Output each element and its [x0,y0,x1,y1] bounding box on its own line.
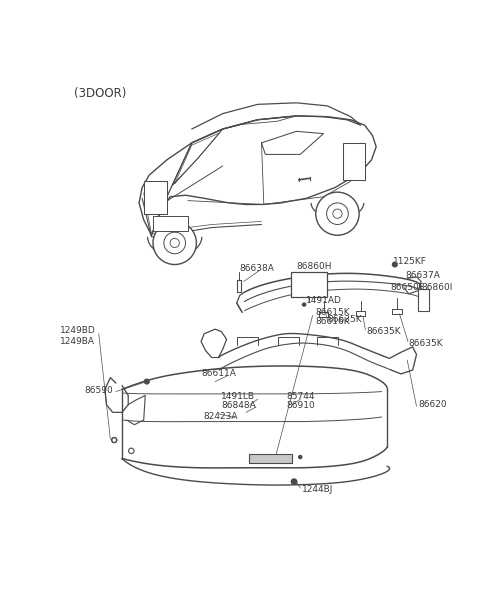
Circle shape [164,232,186,254]
Text: 86860H: 86860H [296,262,332,272]
Circle shape [302,303,306,306]
Text: 1125KF: 1125KF [393,257,427,266]
Polygon shape [105,378,128,413]
Text: 86635K: 86635K [409,338,444,348]
Circle shape [144,379,149,384]
Text: 82423A: 82423A [204,412,238,421]
Bar [343,143,365,180]
Circle shape [129,448,134,454]
Text: 86635K: 86635K [327,316,362,324]
Circle shape [316,192,359,235]
Text: 86590: 86590 [85,386,114,395]
Bar [144,181,167,214]
Bar [249,454,292,463]
Circle shape [333,209,342,218]
Bar [418,289,429,311]
Text: (3DOOR): (3DOOR) [74,88,126,101]
Text: 1249BA: 1249BA [60,337,95,346]
Text: 1491LB: 1491LB [221,392,255,401]
Circle shape [111,438,117,443]
Text: 86635K: 86635K [366,327,401,336]
Circle shape [393,262,397,267]
Text: 1491AD: 1491AD [306,296,342,305]
Bar [291,272,326,297]
Circle shape [153,221,196,265]
Circle shape [299,455,302,459]
Text: 86611A: 86611A [202,370,237,378]
Text: 86638A: 86638A [240,264,275,273]
Bar [153,216,188,232]
Circle shape [112,438,117,443]
Text: 86620: 86620 [418,400,447,409]
Circle shape [170,238,180,248]
Text: 1244BJ: 1244BJ [302,485,333,494]
Text: 86650F: 86650F [390,283,424,292]
Text: 86848A: 86848A [221,401,256,410]
Circle shape [291,479,297,484]
Text: 1249BD: 1249BD [60,326,96,335]
Circle shape [145,379,149,384]
Text: 86910: 86910 [286,401,315,410]
Text: 86860I: 86860I [421,283,453,292]
Text: 86615K: 86615K [316,308,350,317]
Polygon shape [389,347,417,374]
Text: 85744: 85744 [286,392,315,401]
Circle shape [326,203,348,224]
Text: 86637A: 86637A [406,271,441,280]
Text: 86616K: 86616K [316,317,350,326]
